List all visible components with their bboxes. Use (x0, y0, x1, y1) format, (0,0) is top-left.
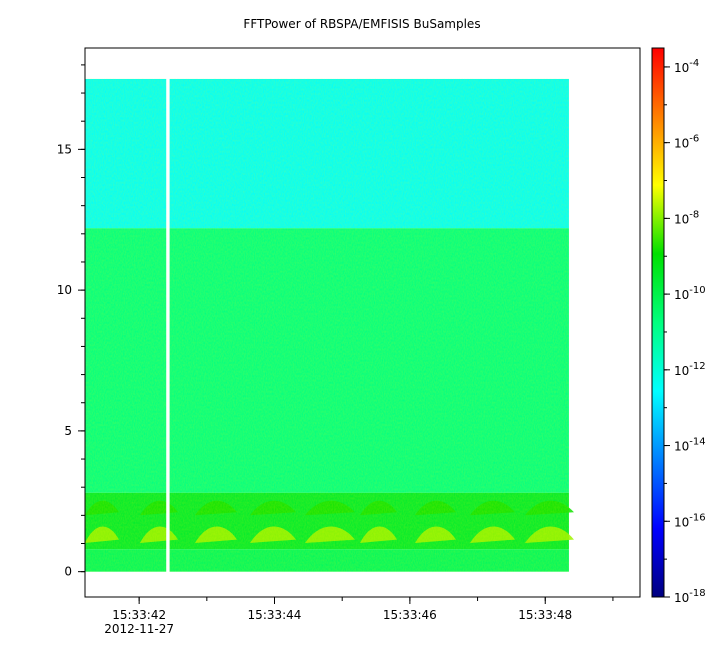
y-tick-label: 15 (57, 142, 72, 156)
colorbar-tick-label: 10-16 (674, 512, 706, 529)
x-date-label: 2012-11-27 (104, 622, 174, 636)
colorbar-tick-label: 10-18 (674, 588, 706, 605)
chart-title: FFTPower of RBSPA/EMFISIS BuSamples (243, 17, 481, 31)
x-tick-label: 15:33:46 (383, 608, 437, 622)
colorbar-axis: 10-4 10-6 10-8 10-10 10-12 10-14 10-16 10-18 (664, 58, 706, 605)
colorbar-tick-label: 10-10 (674, 285, 706, 302)
y-tick-label: 10 (57, 283, 72, 297)
y-tick-label: 0 (64, 565, 72, 579)
data-gap (166, 77, 170, 573)
y-axis: 0 5 10 15 (57, 64, 85, 579)
x-tick-label: 15:33:48 (518, 608, 572, 622)
colorbar-tick-label: 10-14 (674, 437, 706, 454)
plot-frame (84, 47, 641, 598)
colorbar (651, 47, 665, 598)
colorbar-tick-label: 10-6 (674, 134, 699, 151)
colorbar-tick-label: 10-8 (674, 209, 699, 226)
y-tick-label: 5 (64, 424, 72, 438)
x-axis: 15:33:42 15:33:44 15:33:46 15:33:48 2012-11-… (104, 597, 614, 636)
x-tick-label: 15:33:44 (248, 608, 302, 622)
colorbar-tick-label: 10-12 (674, 361, 706, 378)
colorbar-tick-label: 10-4 (674, 58, 699, 75)
spectrogram-texture (85, 78, 569, 572)
x-tick-label: 15:33:42 (112, 608, 166, 622)
